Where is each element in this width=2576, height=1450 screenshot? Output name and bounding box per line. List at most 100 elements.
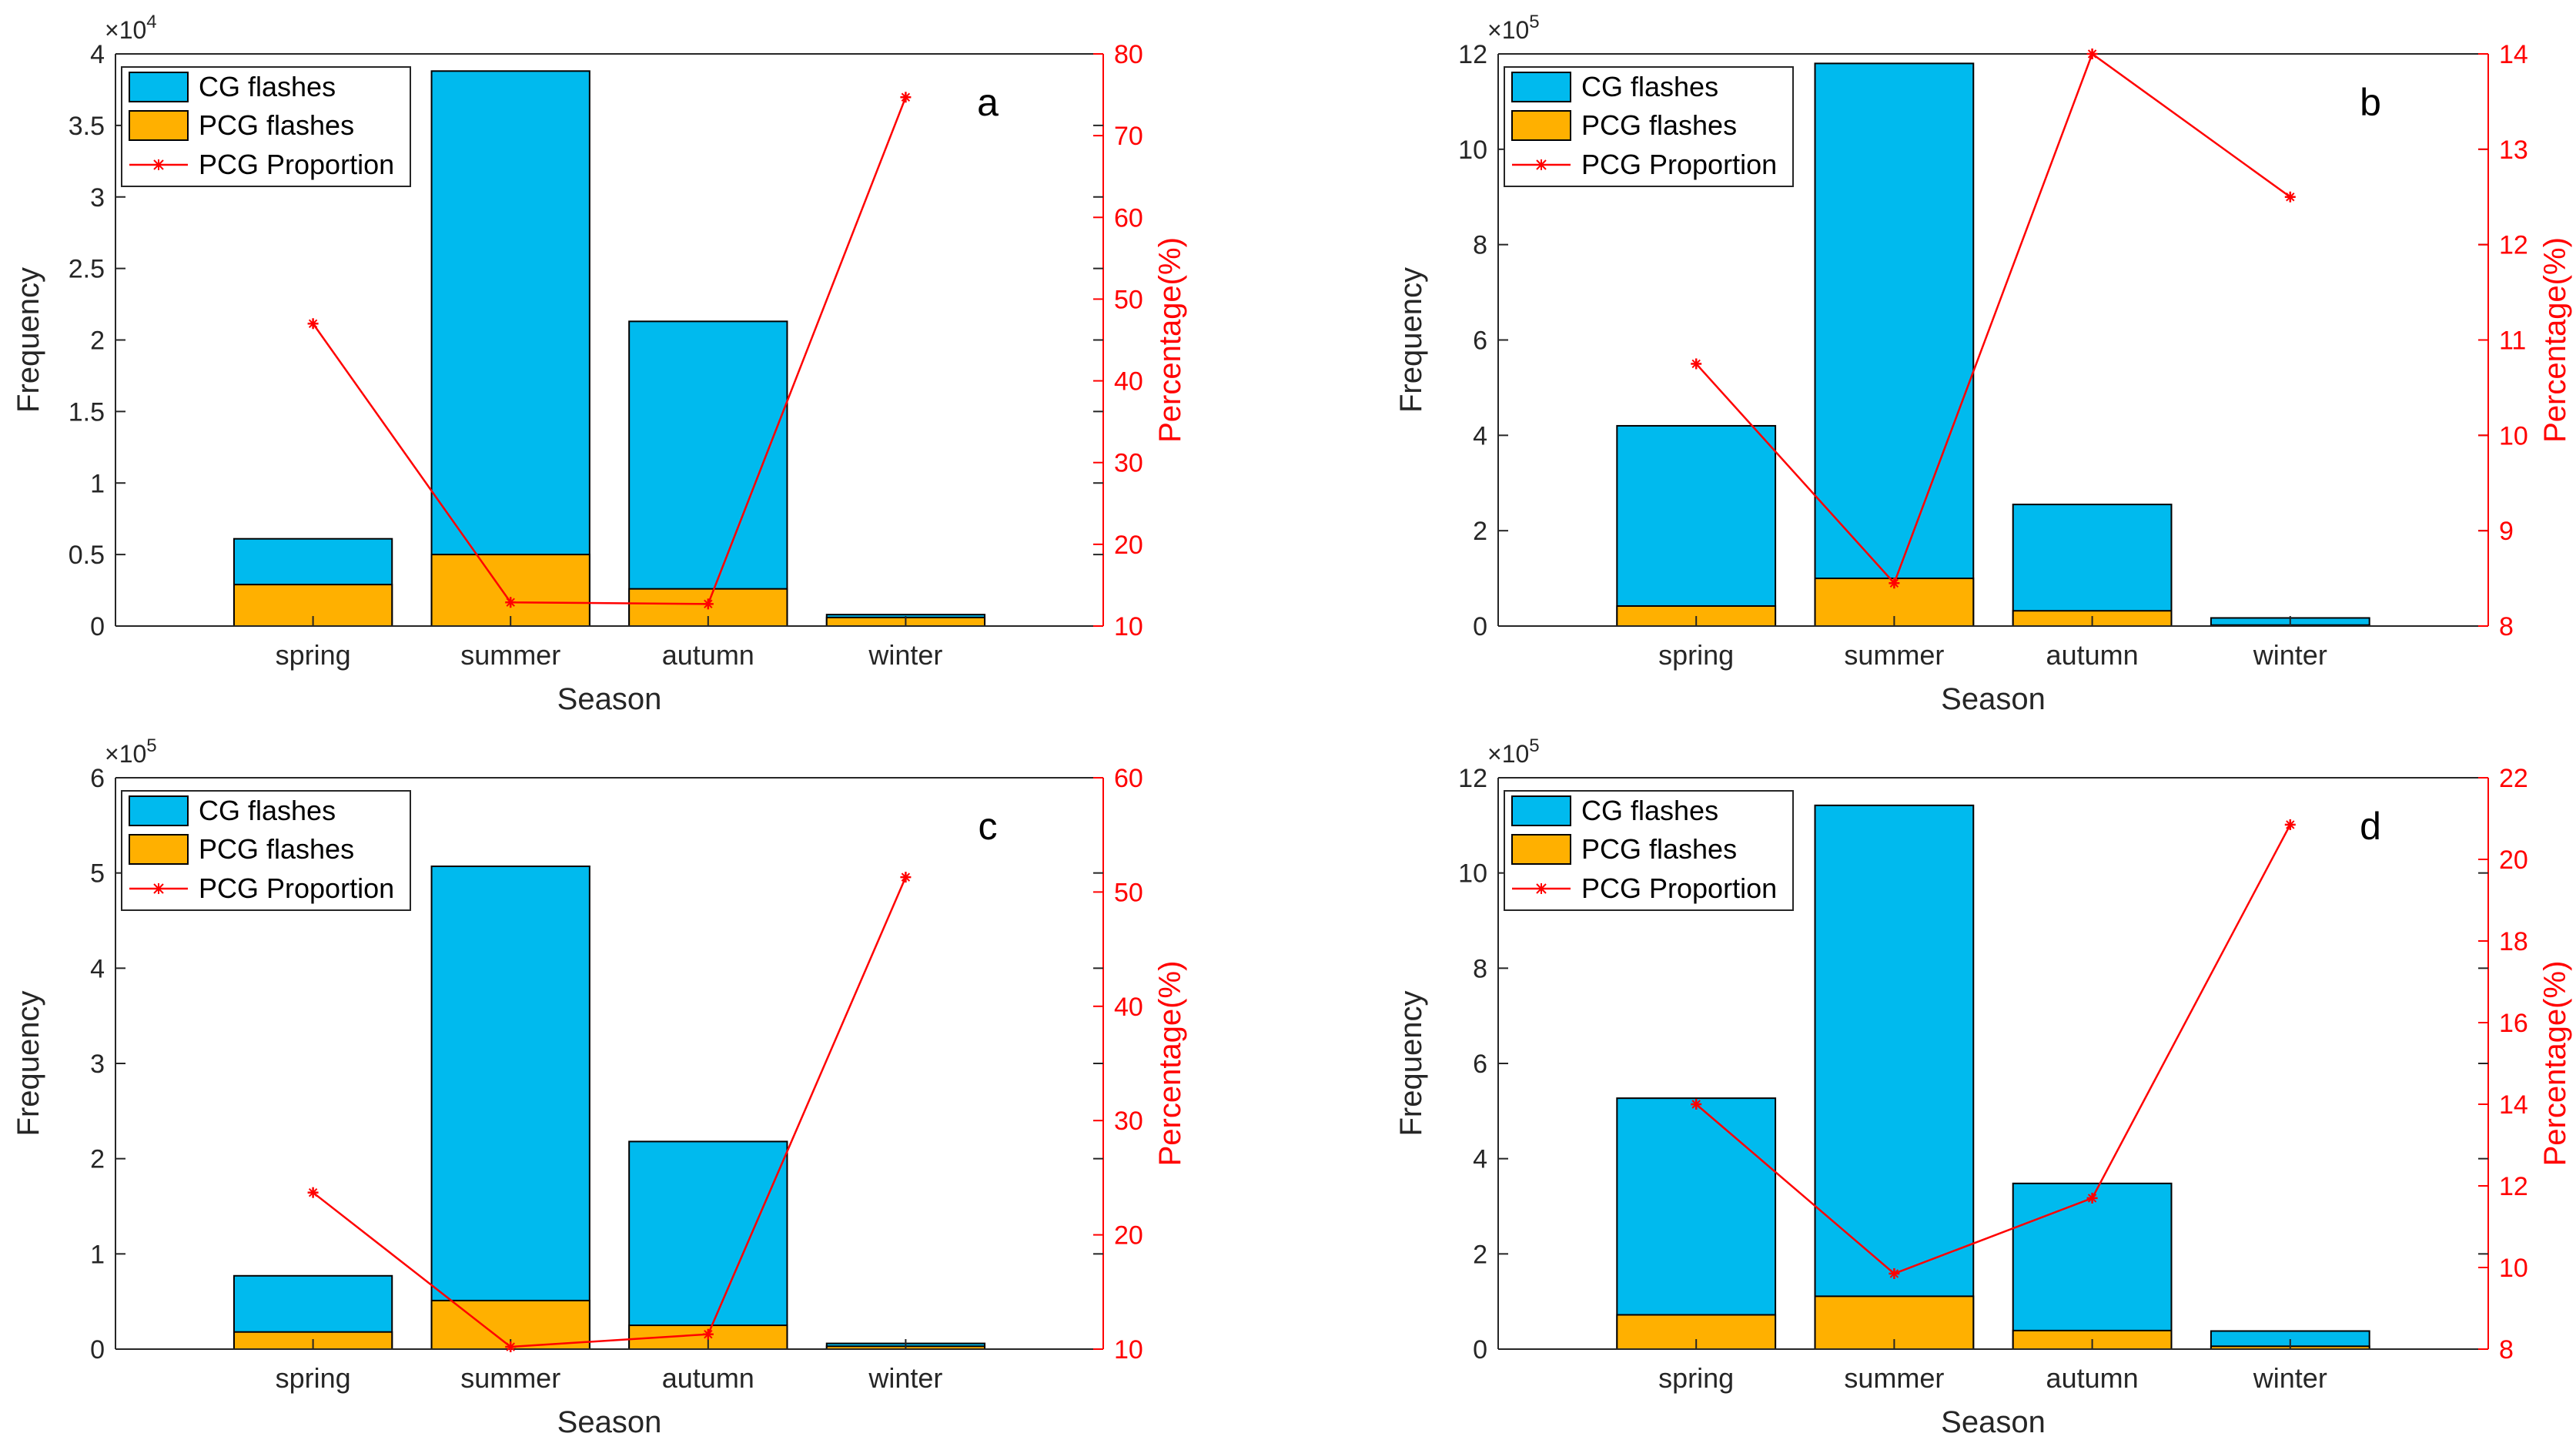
y-tick-label: 8	[1473, 954, 1487, 983]
marker-stroke	[901, 92, 911, 102]
y2-tick-label: 12	[2499, 231, 2528, 260]
legend-swatch-pcg	[1511, 110, 1571, 141]
y-tick-label: 1	[90, 1240, 105, 1269]
y-tick-label: 2.5	[69, 255, 105, 284]
y2-tick-label: 10	[1114, 612, 1143, 641]
panel-label: d	[2360, 805, 2381, 848]
proportion-marker	[1691, 358, 1702, 370]
marker-stroke	[1691, 359, 1701, 369]
y2-tick-label: 8	[2499, 612, 2514, 641]
y2-tick-label: 20	[2499, 846, 2528, 875]
y-tick-label: 10	[1458, 859, 1487, 889]
y2-tick-label: 22	[2499, 764, 2528, 793]
proportion-line	[1695, 824, 2291, 1275]
y2-tick-label: 12	[2499, 1172, 2528, 1201]
y-tick-label: 2	[90, 327, 105, 356]
proportion-marker	[2086, 1192, 2098, 1204]
proportion-marker	[702, 1328, 714, 1340]
chart-panel-d: 0 2 4 6 8 10 12 8 10 12 14 16 18 20 22 spring summer autu…	[1394, 735, 2572, 1439]
x-tick-label: spring	[276, 639, 351, 671]
y2-axis-title: Percentage(%)	[2538, 237, 2572, 443]
legend: CG flashes PCG flashes PCG Proportion	[1504, 790, 1794, 911]
y2-tick-label: 50	[1114, 878, 1143, 907]
x-tick-label: summer	[1844, 1362, 1944, 1394]
x-axis-title: Season	[1941, 682, 2046, 716]
proportion-marker	[1691, 1099, 1702, 1110]
y2-axis-title: Percentage(%)	[1153, 961, 1187, 1167]
legend-swatch-cg	[1511, 795, 1571, 826]
legend-label-pcg: PCG flashes	[1581, 833, 1737, 865]
y2-tick-label: 40	[1114, 367, 1143, 397]
proportion-marker	[900, 872, 912, 883]
legend-swatch-pcg	[1511, 834, 1571, 865]
legend-swatch-cg	[129, 72, 189, 102]
y2-tick-label: 40	[1114, 993, 1143, 1022]
x-tick-label: autumn	[2046, 639, 2139, 671]
y2-tick-label: 60	[1114, 203, 1143, 233]
proportion-line	[312, 96, 907, 605]
chart-panel-a: 0 0.5 1 1.5 2 2.5 3 3.5 4 10 20 30 40 50 60 70 80 spring s…	[12, 12, 1187, 716]
cg-bar	[1616, 1097, 1777, 1350]
marker-stroke	[901, 872, 911, 882]
proportion-marker	[505, 597, 517, 608]
y-tick-label: 2	[1473, 517, 1487, 546]
y-exponent-label: ×105	[1487, 12, 1540, 44]
exponent-base: ×10	[1487, 16, 1529, 44]
y-tick-label: 3	[90, 183, 105, 213]
proportion-line	[312, 876, 907, 1348]
marker-stroke	[506, 598, 515, 607]
y-axis-title: Frequency	[1394, 267, 1428, 413]
y-tick-label: 1	[90, 469, 105, 498]
y2-tick-label: 10	[2499, 1254, 2528, 1283]
x-tick-label: spring	[1658, 639, 1734, 671]
proportion-marker	[2086, 49, 2098, 59]
x-tick-label: autumn	[662, 639, 754, 671]
x-tick-label: summer	[460, 639, 560, 671]
marker-stroke	[506, 1342, 515, 1351]
x-tick-label: winter	[868, 1362, 942, 1394]
cg-bar	[1814, 804, 1975, 1350]
y2-tick-label: 10	[1114, 1335, 1143, 1365]
y2-tick-label: 30	[1114, 1107, 1143, 1136]
legend-label-cg: CG flashes	[1581, 71, 1718, 102]
y-tick-label: 0.5	[69, 541, 105, 570]
exponent-power: 5	[1529, 12, 1539, 32]
x-tick-label: summer	[460, 1362, 560, 1394]
legend-swatch-cg	[129, 795, 189, 826]
y2-tick-label: 14	[2499, 1090, 2528, 1120]
cg-bar	[2012, 1182, 2173, 1350]
exponent-power: 5	[1529, 735, 1539, 756]
legend-swatch-cg	[1511, 72, 1571, 102]
y2-tick-label: 13	[2499, 136, 2528, 165]
y2-tick-label: 18	[2499, 927, 2528, 956]
y2-tick-label: 10	[2499, 421, 2528, 450]
legend-label-pcg: PCG flashes	[199, 109, 354, 141]
exponent-base: ×10	[105, 740, 146, 768]
panel-label: c	[979, 805, 998, 848]
y-tick-label: 3	[90, 1050, 105, 1079]
chart-panel-b: 0 2 4 6 8 10 12 8 9 10 11 12 13 14 spring summer autumn w…	[1394, 12, 2572, 716]
marker-stroke	[1889, 1269, 1899, 1278]
y2-tick-label: 9	[2499, 517, 2514, 546]
legend-swatch-pcg	[129, 834, 189, 865]
legend-label-cg: CG flashes	[199, 71, 336, 102]
y-axis-title: Frequency	[12, 991, 45, 1137]
cg-bar	[430, 70, 590, 628]
y2-axis-title: Percentage(%)	[1153, 237, 1187, 443]
y-tick-label: 2	[1473, 1240, 1487, 1269]
pcg-bar	[430, 554, 590, 627]
y-tick-label: 4	[1473, 421, 1487, 450]
y2-tick-label: 30	[1114, 449, 1143, 478]
y-tick-label: 4	[1473, 1145, 1487, 1174]
y-tick-label: 12	[1458, 764, 1487, 793]
cg-bar	[1814, 62, 1975, 627]
x-tick-label: spring	[1658, 1362, 1734, 1394]
x-tick-label: summer	[1844, 639, 1944, 671]
x-tick-label: autumn	[2046, 1362, 2139, 1394]
proportion-marker	[2284, 191, 2296, 203]
y2-tick-label: 60	[1114, 764, 1143, 793]
proportion-marker	[505, 1341, 517, 1353]
y-exponent-label: ×104	[105, 12, 157, 44]
y-tick-label: 0	[90, 612, 105, 641]
legend-swatch-pcg	[129, 110, 189, 141]
